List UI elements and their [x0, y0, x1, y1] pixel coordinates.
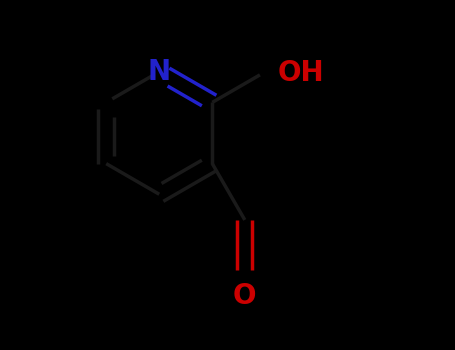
Text: N: N	[148, 58, 171, 86]
Text: O: O	[233, 282, 257, 310]
Text: OH: OH	[278, 59, 324, 87]
